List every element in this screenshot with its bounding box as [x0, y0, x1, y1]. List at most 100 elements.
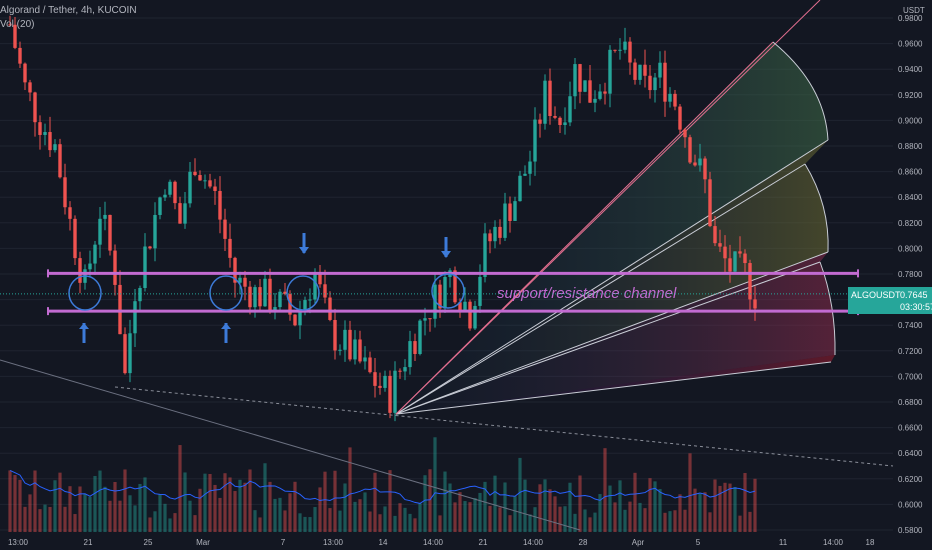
candle-body [688, 137, 692, 163]
volume-bar [113, 482, 117, 532]
candle-body [493, 226, 497, 242]
volume-bar [718, 485, 722, 532]
touch-circle [209, 275, 243, 311]
candle-body [413, 341, 417, 354]
candle-body [393, 370, 397, 413]
candle-body [48, 132, 52, 151]
arrow-down-icon [441, 237, 451, 258]
time-tick-label: Apr [632, 538, 645, 547]
volume-bar [128, 495, 132, 532]
volume-bar [273, 498, 277, 532]
candle-body [288, 294, 292, 315]
candle-body [323, 284, 327, 298]
candle-body [373, 372, 377, 386]
volume-bar [578, 475, 582, 532]
volume-bar [438, 515, 442, 532]
candle-body [613, 49, 617, 51]
volume-bar [323, 471, 327, 532]
volume-pane [8, 437, 757, 532]
candle-body [583, 80, 587, 92]
candle-body [358, 339, 362, 362]
volume-bar [38, 509, 42, 532]
price-tick-label: 0.6600 [898, 424, 923, 433]
candle-body [553, 116, 557, 118]
volume-bar [288, 493, 292, 532]
candle-body [628, 41, 632, 63]
time-tick-label: 21 [479, 538, 488, 547]
candle-body [753, 299, 757, 309]
candle-body [168, 181, 172, 195]
volume-bar [708, 512, 712, 532]
volume-bar [593, 512, 597, 532]
volume-bar [413, 518, 417, 532]
candle-body [188, 171, 192, 204]
volume-bar [98, 470, 102, 532]
volume-bar [723, 482, 727, 532]
fan-arc [772, 41, 829, 141]
time-tick-label: 25 [144, 538, 153, 547]
volume-bar [383, 506, 387, 532]
candle-body [743, 253, 747, 264]
fan-ray [395, 163, 806, 415]
volume-bar [233, 491, 237, 532]
candle-body [278, 291, 282, 308]
volume-bar [398, 503, 402, 532]
last-price-value: 0.7645 [900, 290, 928, 300]
time-tick-label: 5 [696, 538, 701, 547]
price-tick-label: 0.7000 [898, 372, 923, 381]
price-tick-label: 0.7400 [898, 321, 923, 330]
volume-bar [503, 482, 507, 532]
price-tick-label: 0.6200 [898, 475, 923, 484]
volume-bar [728, 483, 732, 532]
volume-bar [168, 518, 172, 532]
candle-body [8, 24, 12, 26]
price-tick-label: 0.8600 [898, 168, 923, 177]
volume-bar [88, 496, 92, 532]
fan-ray [395, 251, 829, 415]
volume-bar [738, 515, 742, 532]
candle-body [138, 287, 142, 302]
candle-body [348, 329, 352, 360]
volume-bar [178, 445, 182, 532]
candle-body [228, 238, 232, 258]
fan-zone-4 [396, 355, 835, 415]
candle-body [703, 158, 707, 180]
fan-ray [395, 361, 832, 415]
volume-bar [548, 489, 552, 532]
candle-body [543, 80, 547, 124]
volume-indicator-label: Vol (20) [0, 19, 35, 30]
candle-body [558, 117, 562, 126]
volume-bar [158, 494, 162, 532]
candle-body [208, 180, 212, 187]
candle-body [238, 277, 242, 283]
candle-body [723, 246, 727, 259]
fib-speed-fan [395, 0, 836, 415]
price-tick-label: 0.7800 [898, 270, 923, 279]
volume-bar [48, 506, 52, 532]
candle-body [383, 375, 387, 388]
candle-body [23, 63, 27, 83]
candle-body [658, 62, 662, 78]
last-price-tag: ALGOUSDT 0.7645 03:30:57 [848, 287, 932, 314]
candle-body [648, 75, 652, 91]
volume-bar [278, 497, 282, 532]
trendline [0, 359, 581, 531]
volume-bar [143, 477, 147, 532]
volume-bar [658, 489, 662, 532]
arrow-head [221, 323, 231, 329]
candle-body [478, 276, 482, 306]
volume-bar [458, 492, 462, 532]
support-resistance-channel: support/resistance channel [47, 269, 859, 316]
volume-bar [713, 479, 717, 532]
volume-bar [238, 479, 242, 532]
candle-body [368, 357, 372, 373]
volume-bar [528, 514, 532, 532]
candle-body [453, 270, 457, 303]
candle-body [653, 77, 657, 91]
volume-bar [588, 517, 592, 532]
price-tick-label: 0.5800 [898, 526, 923, 535]
candle-body [163, 194, 167, 198]
candle-body [518, 175, 522, 202]
volume-bar [543, 479, 547, 532]
